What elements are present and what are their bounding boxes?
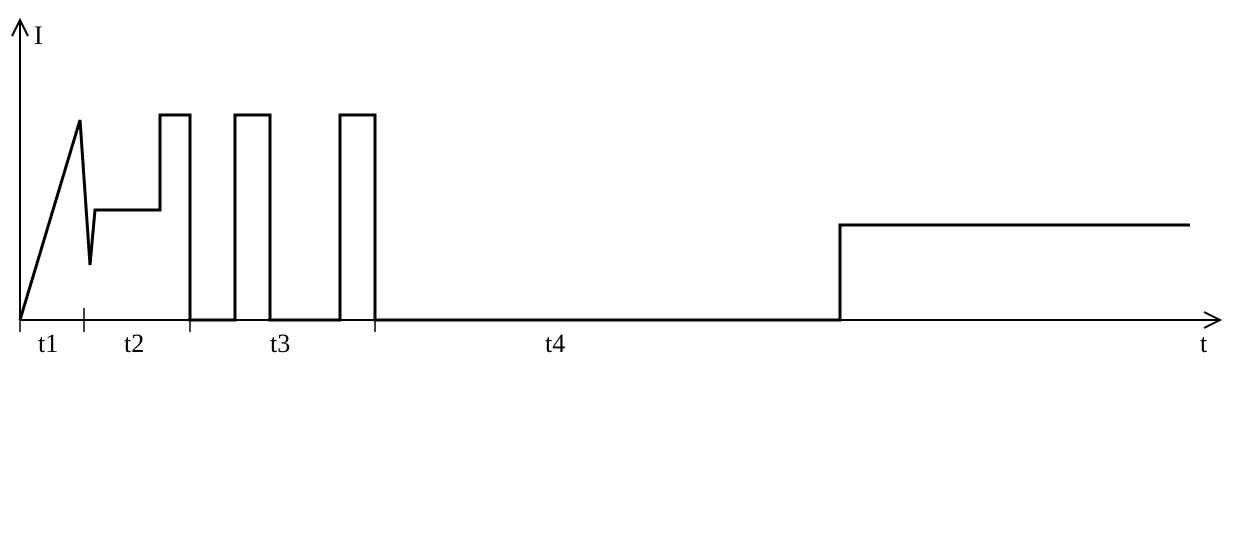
region-label-t2: t2 — [124, 329, 144, 358]
y-axis-label: I — [34, 21, 43, 50]
region-label-t3: t3 — [270, 329, 290, 358]
region-label-t4: t4 — [545, 329, 565, 358]
waveform-diagram: I t t1 t2 t3 t4 — [0, 0, 1239, 539]
region-label-t1: t1 — [38, 329, 58, 358]
current-waveform — [20, 115, 1190, 320]
x-axis-label: t — [1200, 329, 1208, 358]
